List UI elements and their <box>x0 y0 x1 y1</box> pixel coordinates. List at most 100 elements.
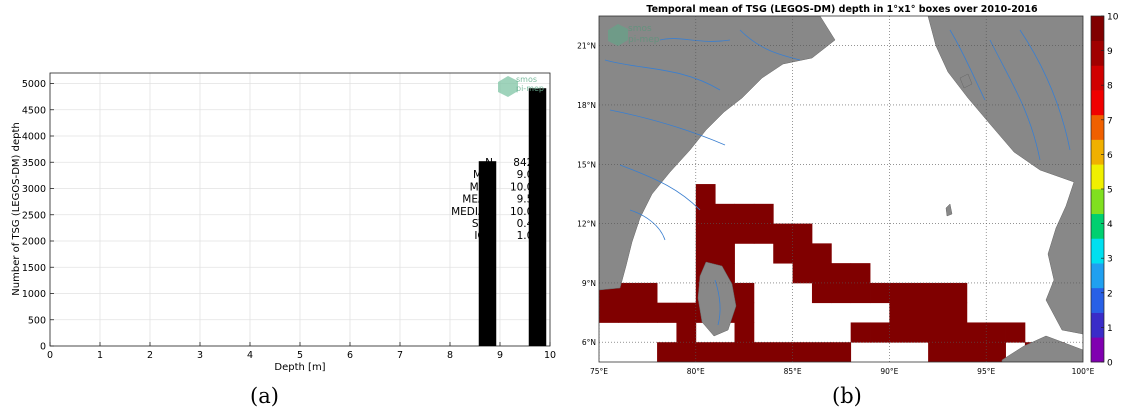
lat-tick-label: 9°N <box>582 279 596 288</box>
lat-tick-label: 18°N <box>577 101 596 110</box>
heatmap-cell <box>966 342 987 362</box>
heatmap-cell <box>831 282 852 304</box>
heatmap-cell <box>695 223 716 244</box>
heatmap-cell <box>1005 322 1026 343</box>
histogram-bar <box>478 161 497 346</box>
heatmap-cell <box>792 243 813 264</box>
island-2 <box>945 203 953 217</box>
river-10 <box>629 209 666 241</box>
colorbar-tick-label: 1 <box>1107 324 1113 334</box>
map-logo: smos pi-mep <box>608 24 660 46</box>
heatmap-cell <box>753 223 774 244</box>
heatmap-cell <box>831 342 852 362</box>
heatmap-cell <box>734 223 755 244</box>
lon-tick-label: 90°E <box>880 367 898 376</box>
x-tick-label: 8 <box>447 350 453 361</box>
colorbar-segment <box>1091 114 1104 140</box>
x-tick-label: 5 <box>297 350 303 361</box>
heatmap-cell <box>811 282 832 304</box>
heatmap-cell <box>676 322 697 343</box>
lon-tick-label: 100°E <box>1072 367 1095 376</box>
y-tick-label: 2000 <box>22 237 46 248</box>
colorbar-segment <box>1091 287 1104 313</box>
river-5 <box>659 38 731 42</box>
river-4 <box>739 29 801 61</box>
heatmap-cell <box>715 223 735 244</box>
heatmap-cell <box>928 342 948 362</box>
myanmar-landmass <box>927 16 1083 335</box>
logo-line1: smos <box>516 75 537 84</box>
land-masses <box>599 16 1083 362</box>
river-9 <box>949 29 986 101</box>
histogram-chart: 0 1 2 3 4 5 6 7 8 9 10 0 500 1000 1500 2000 2500 3000 350… <box>11 72 556 373</box>
y-tick-label: 1000 <box>22 289 46 300</box>
stat-label: STD <box>472 218 493 230</box>
heatmap-cell <box>637 302 658 323</box>
map-logo-line2: pi-mep <box>628 35 660 45</box>
stat-value: 10.00 <box>510 206 540 218</box>
colorbar-tick-label: 5 <box>1107 186 1113 196</box>
heatmap-cell <box>947 342 968 362</box>
histogram-bars <box>478 88 547 346</box>
heatmap-cell <box>734 203 755 224</box>
y-tick-label: 4500 <box>22 105 46 116</box>
lat-tick-label: 15°N <box>577 160 596 169</box>
stat-label: MEDIAN <box>451 206 493 218</box>
y-tick-label: 3000 <box>22 184 46 195</box>
map-gridlines <box>599 16 1083 362</box>
heatmap-cell <box>792 223 813 244</box>
map-title: Temporal mean of TSG (LEGOS-DM) depth in… <box>646 4 1038 15</box>
histogram-y-ticks: 0 500 1000 1500 2000 2500 3000 3500 4000 4500 5000 <box>22 79 54 353</box>
heatmap-cell <box>734 302 755 323</box>
heatmap-cell <box>773 243 793 264</box>
heatmap-cell <box>928 302 948 323</box>
lat-tick-label: 12°N <box>577 220 596 229</box>
heatmap-cell <box>734 342 755 362</box>
colorbar-segment <box>1091 16 1104 42</box>
river-1 <box>604 59 721 91</box>
rivers <box>604 29 1071 326</box>
colorbar-tick-label: 3 <box>1107 255 1113 265</box>
heatmap-cell <box>773 223 793 244</box>
heatmap-cell <box>889 302 910 323</box>
x-tick-label: 2 <box>147 350 153 361</box>
river-7 <box>1019 29 1071 151</box>
river-6 <box>989 39 1041 161</box>
colorbar-segment <box>1091 213 1104 239</box>
colorbar-segment <box>1091 164 1104 190</box>
colorbar-segment <box>1091 312 1104 338</box>
river-8 <box>714 279 721 326</box>
sri-lanka-landmass <box>697 261 737 337</box>
stat-label: MAX <box>470 181 493 193</box>
logo-line2: pi-mep <box>516 84 544 93</box>
colorbar-tick-label: 10 <box>1107 13 1119 23</box>
x-tick-label: 1 <box>97 350 103 361</box>
map-chart: Temporal mean of TSG (LEGOS-DM) depth in… <box>577 4 1119 376</box>
heatmap-cell <box>753 342 774 362</box>
lon-tick-label: 95°E <box>977 367 995 376</box>
colorbar-tick-label: 7 <box>1107 116 1113 126</box>
cube-icon <box>498 76 518 97</box>
colorbar: 0 1 2 3 4 5 6 7 8 9 10 <box>1090 13 1119 369</box>
stat-label: MEAN <box>462 194 493 206</box>
heatmap-cell <box>657 302 677 323</box>
heatmap-cell <box>850 263 871 284</box>
heatmap-cell <box>947 322 968 343</box>
heatmap-cell <box>947 302 968 323</box>
heatmap-cell <box>618 302 639 323</box>
heatmap-cell <box>947 282 968 304</box>
heatmap-cell <box>870 282 890 304</box>
cube-icon <box>608 24 628 46</box>
x-tick-label: 4 <box>247 350 253 361</box>
heatmap-cell <box>850 282 871 304</box>
y-tick-label: 5000 <box>22 79 46 90</box>
heatmap-cell <box>928 282 948 304</box>
stat-value: 9.00 <box>517 169 540 181</box>
island-1 <box>959 73 973 89</box>
river-3 <box>619 164 701 211</box>
heatmap-cell <box>599 302 619 323</box>
colorbar-tick-label: 4 <box>1107 220 1113 230</box>
x-tick-label: 10 <box>544 350 556 361</box>
stat-value: 10.00 <box>510 181 540 193</box>
y-tick-label: 500 <box>28 315 46 326</box>
